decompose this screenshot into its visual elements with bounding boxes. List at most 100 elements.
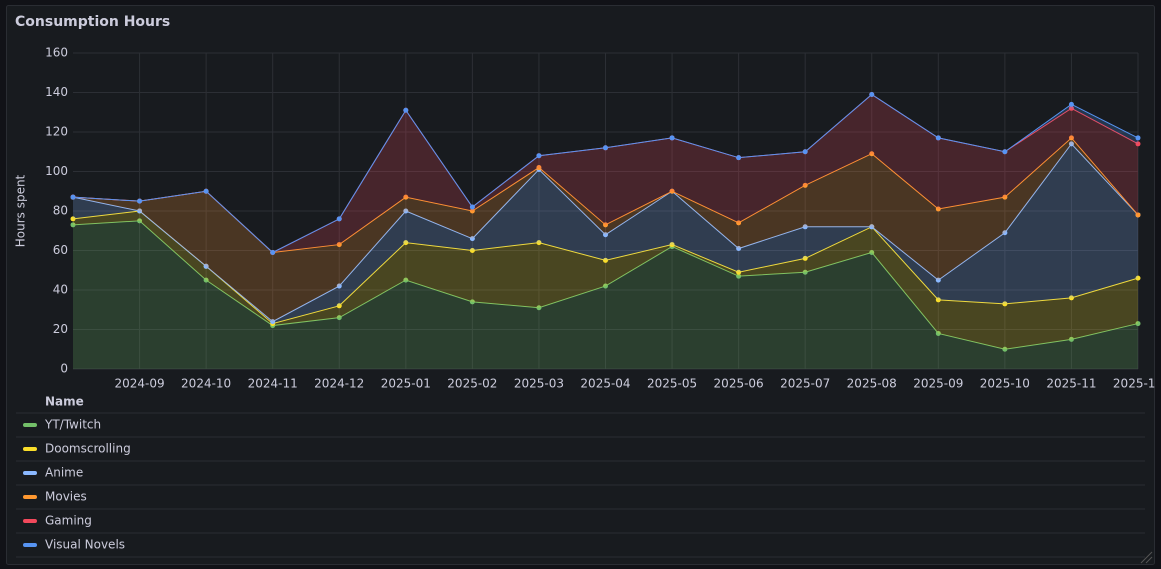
legend-label: Anime xyxy=(45,466,83,480)
data-point xyxy=(70,222,76,228)
data-point xyxy=(869,91,875,97)
x-tick-label: 2025-01 xyxy=(381,377,431,391)
series-area xyxy=(73,220,1138,369)
data-point xyxy=(603,283,608,289)
x-tick-label: 2025-12 xyxy=(1113,377,1161,391)
x-tick-label: 2025-07 xyxy=(780,377,830,391)
y-tick-label: 160 xyxy=(45,46,68,60)
data-point xyxy=(536,165,542,171)
data-point xyxy=(403,277,409,283)
x-tick-label: 2025-03 xyxy=(514,377,564,391)
data-point xyxy=(1002,149,1008,155)
legend-swatch xyxy=(23,447,37,451)
data-point xyxy=(603,222,608,228)
data-point xyxy=(669,135,675,141)
data-point xyxy=(403,240,409,246)
data-point xyxy=(1135,135,1141,141)
series-area xyxy=(73,137,1138,322)
data-point xyxy=(403,107,409,113)
x-tick-label: 2024-10 xyxy=(181,377,231,391)
y-tick-label: 140 xyxy=(45,85,68,99)
data-point xyxy=(935,206,941,212)
data-point xyxy=(203,277,209,283)
data-point xyxy=(336,315,342,321)
data-point xyxy=(935,135,941,141)
series-area xyxy=(73,94,1138,253)
data-point xyxy=(802,224,808,230)
data-point xyxy=(802,182,808,188)
data-point xyxy=(1002,301,1008,307)
data-point xyxy=(469,299,475,305)
series-area xyxy=(73,211,1138,350)
y-tick-label: 40 xyxy=(53,283,68,297)
y-tick-label: 120 xyxy=(45,125,68,139)
x-tick-label: 2025-10 xyxy=(980,377,1030,391)
x-tick-label: 2024-11 xyxy=(248,377,298,391)
data-point xyxy=(935,297,941,303)
data-point xyxy=(336,216,342,222)
data-point xyxy=(70,216,76,222)
data-point xyxy=(270,249,276,255)
data-point xyxy=(603,145,608,151)
data-point xyxy=(1068,141,1074,147)
data-point xyxy=(70,194,76,200)
data-point xyxy=(203,188,209,194)
y-tick-label: 80 xyxy=(53,204,68,218)
data-point xyxy=(536,240,542,246)
data-point xyxy=(1068,105,1074,111)
y-tick-label: 100 xyxy=(45,164,68,178)
plot: 0 20 40 60 80 100 120 140 160 2024-09 2024-10 2024-… xyxy=(45,46,1161,391)
data-point xyxy=(802,149,808,155)
data-point xyxy=(736,273,742,279)
y-tick-label: 20 xyxy=(53,322,68,336)
data-point xyxy=(1135,321,1141,327)
legend-label: Movies xyxy=(45,490,87,504)
data-point xyxy=(203,263,209,269)
data-point xyxy=(1135,275,1141,281)
data-point xyxy=(336,242,342,248)
legend-label: Visual Novels xyxy=(45,538,125,552)
x-tick-label: 2025-06 xyxy=(714,377,764,391)
data-point xyxy=(270,319,276,325)
data-point xyxy=(669,188,675,194)
data-point xyxy=(1068,295,1074,301)
legend-swatch xyxy=(23,519,37,523)
data-point xyxy=(1135,212,1141,218)
x-tick-label: 2024-09 xyxy=(114,377,164,391)
data-point xyxy=(1068,101,1074,107)
legend-label: Gaming xyxy=(45,514,92,528)
legend-title: Name xyxy=(45,395,84,409)
data-point xyxy=(137,198,143,204)
data-point xyxy=(469,204,475,210)
data-point xyxy=(536,305,542,311)
resize-handle xyxy=(1140,551,1153,564)
panel-frame xyxy=(6,5,1155,565)
data-point xyxy=(802,269,808,275)
data-point xyxy=(1068,135,1074,141)
x-tick-label: 2025-02 xyxy=(447,377,497,391)
data-point xyxy=(736,246,742,252)
data-point xyxy=(736,155,742,161)
data-point xyxy=(336,283,342,289)
legend-swatch xyxy=(23,495,37,499)
data-point xyxy=(736,220,742,226)
data-point xyxy=(1002,194,1008,200)
data-point xyxy=(469,208,475,214)
x-tick-label: 2025-09 xyxy=(913,377,963,391)
data-point xyxy=(935,277,941,283)
y-tick-label: 0 xyxy=(60,362,68,376)
data-point xyxy=(1002,346,1008,352)
data-point xyxy=(1002,230,1008,236)
data-point xyxy=(137,218,143,224)
data-point xyxy=(736,269,742,275)
y-tick-label: 60 xyxy=(53,243,68,257)
data-point xyxy=(603,257,608,263)
data-point xyxy=(137,208,143,214)
x-tick-label: 2025-05 xyxy=(647,377,697,391)
legend-swatch xyxy=(23,423,37,427)
data-point xyxy=(403,208,409,214)
data-point xyxy=(869,249,875,255)
data-point xyxy=(1068,336,1074,342)
legend-swatch xyxy=(23,471,37,475)
data-point xyxy=(869,151,875,157)
